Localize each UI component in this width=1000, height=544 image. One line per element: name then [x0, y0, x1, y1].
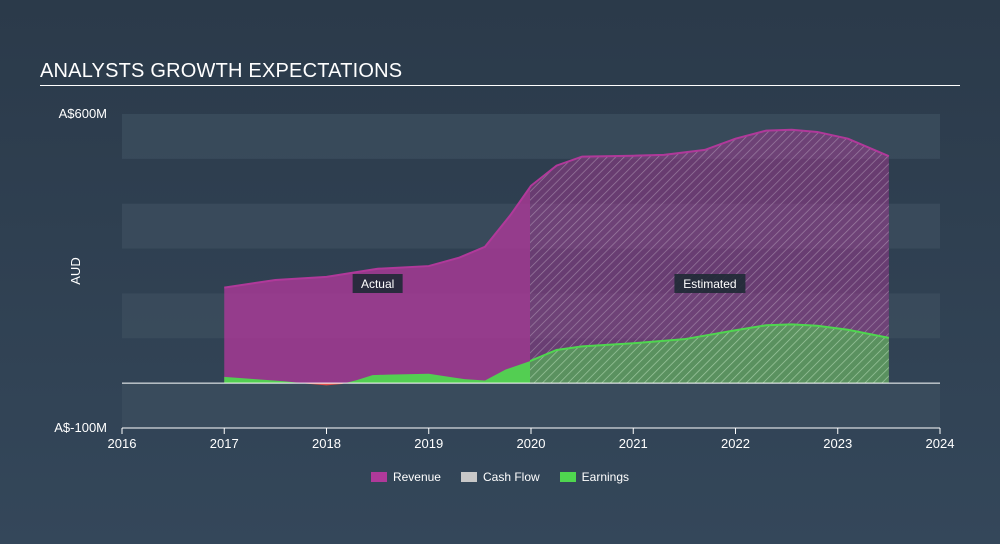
- chart-title: ANALYSTS GROWTH EXPECTATIONS: [40, 60, 403, 82]
- earnings-hatch-estimated: [530, 324, 889, 384]
- actual-label-bg: [352, 274, 403, 293]
- y-tick-label-bottom: A$-100M: [54, 420, 107, 435]
- revenue-line-estimated: [530, 128, 890, 189]
- revenue-hatch-estimated: [530, 129, 889, 384]
- revenue-line-actual: [224, 185, 530, 289]
- estimated-areas: [530, 128, 890, 384]
- grid-band: [122, 383, 940, 428]
- x-tick-label: 2022: [721, 436, 750, 451]
- x-tick-label: 2021: [619, 436, 648, 451]
- legend-item-cash-flow[interactable]: Cash Flow: [460, 470, 540, 484]
- legend-label-revenue: Revenue: [392, 470, 441, 484]
- earnings-positive-actual: [224, 361, 530, 384]
- earnings-positive-estimated: [530, 324, 889, 384]
- actual-label: Actual: [352, 274, 403, 293]
- legend-label-earnings: Earnings: [581, 470, 630, 484]
- axes: 2016 2017 2018 2019 2020 2021 2022 2023 2024 A$60…: [54, 106, 954, 451]
- legend-label-cash-flow: Cash Flow: [482, 470, 540, 484]
- estimated-label-bg: [674, 274, 746, 293]
- x-tick-label: 2019: [414, 436, 443, 451]
- earnings-line-estimated: [530, 323, 890, 363]
- x-tick-label: 2018: [312, 436, 341, 451]
- y-axis-label: AUD: [68, 257, 83, 284]
- x-tick-label: 2024: [926, 436, 955, 451]
- x-tick-label: 2023: [823, 436, 852, 451]
- estimated-label: Estimated: [674, 274, 746, 293]
- annotations: Actual Estimated: [352, 274, 746, 293]
- actual-label-text: Actual: [361, 277, 394, 291]
- y-tick-label-top: A$600M: [59, 106, 107, 121]
- title-divider: [40, 85, 960, 86]
- earnings-swatch: [559, 472, 576, 482]
- estimated-label-text: Estimated: [683, 277, 736, 291]
- x-tick-label: 2020: [517, 436, 546, 451]
- x-tick-label: 2016: [108, 436, 137, 451]
- revenue-swatch: [370, 472, 387, 482]
- cash-flow-swatch: [460, 472, 477, 482]
- x-tick-label: 2017: [210, 436, 239, 451]
- legend-item-earnings[interactable]: Earnings: [559, 470, 630, 484]
- legend: Revenue Cash Flow Earnings: [0, 470, 1000, 484]
- legend-item-revenue[interactable]: Revenue: [370, 470, 441, 484]
- earnings-area-actual: [224, 361, 530, 384]
